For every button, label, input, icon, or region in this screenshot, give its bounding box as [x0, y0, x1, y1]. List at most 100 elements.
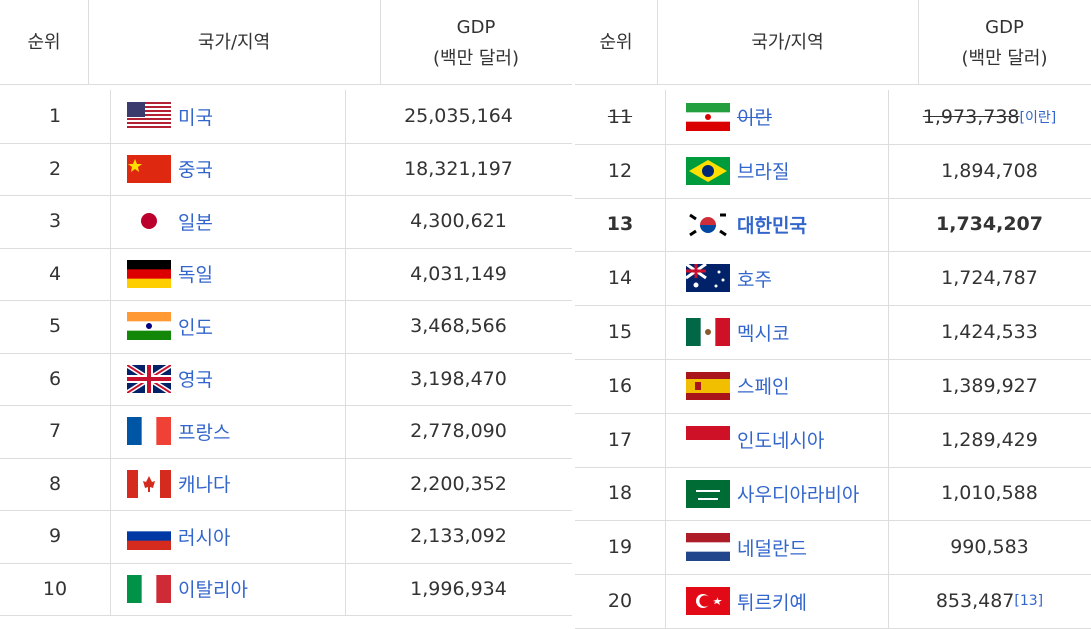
- rank: 1: [48, 105, 62, 128]
- gdp-cell: 18,321,197: [345, 143, 572, 196]
- country-cell: 영국: [178, 353, 345, 406]
- gdp-value: 2,778,090: [410, 420, 507, 443]
- rank: 19: [607, 536, 633, 559]
- country-link[interactable]: 독일: [178, 264, 213, 287]
- rank: 2: [48, 157, 62, 180]
- country-link[interactable]: 이탈리아: [178, 579, 248, 602]
- row-border: [0, 405, 572, 406]
- row-border: [0, 510, 572, 511]
- footnote-link[interactable]: [13]: [1014, 593, 1044, 610]
- country-link[interactable]: 튀르키예: [737, 591, 807, 614]
- flag: [686, 533, 730, 562]
- flag: [127, 207, 171, 236]
- footnote-link[interactable]: [이란]: [1019, 109, 1057, 126]
- gdp-cell: 1,010,588: [888, 467, 1091, 521]
- gdp-cell: 1,973,738 [이란]: [888, 90, 1091, 144]
- country-link[interactable]: 이란: [737, 107, 772, 130]
- country-link[interactable]: 러시아: [178, 526, 231, 549]
- country-cell: 브라질: [737, 144, 888, 198]
- country-cell: 인도: [178, 300, 345, 353]
- country-cell: 프랑스: [178, 405, 345, 458]
- gdp-cell: 1,389,927: [888, 359, 1091, 413]
- country-cell: 이란: [737, 90, 888, 144]
- flag-image: [686, 156, 730, 185]
- row-border: [575, 251, 1091, 253]
- row-border: [575, 143, 1091, 145]
- row-border: [0, 615, 572, 616]
- country-link[interactable]: 호주: [737, 268, 772, 291]
- rank: 18: [607, 482, 633, 505]
- flag-image: [686, 479, 730, 508]
- flag: [686, 479, 730, 508]
- row-border: [0, 142, 572, 144]
- row-border: [0, 352, 572, 354]
- row-border: [575, 412, 1091, 414]
- country-link[interactable]: 영국: [178, 369, 213, 392]
- row-border: [0, 457, 572, 459]
- row-border: [575, 574, 1091, 576]
- header-divider: [918, 0, 919, 85]
- gdp-cell: 1,424,533: [888, 305, 1091, 359]
- rank: 5: [48, 315, 62, 338]
- country-cell: 네덜란드: [737, 520, 888, 574]
- header-gdp-label: GDP: [985, 16, 1024, 38]
- flag: [127, 364, 171, 393]
- gdp-value: 4,300,621: [410, 210, 507, 233]
- gdp-value: 1,389,927: [941, 374, 1038, 397]
- header-divider: [380, 0, 381, 85]
- gdp-cell: 1,724,787: [888, 251, 1091, 305]
- rank: 8: [48, 472, 62, 495]
- gdp-value: 3,468,566: [410, 315, 507, 338]
- country-link[interactable]: 중국: [178, 159, 213, 182]
- country-link[interactable]: 스페인: [737, 376, 790, 399]
- gdp-cell: 2,133,092: [345, 510, 572, 563]
- country-cell: 러시아: [178, 510, 345, 563]
- country-link[interactable]: 네덜란드: [737, 537, 807, 560]
- flag-image: [686, 318, 730, 347]
- flag: [127, 312, 171, 341]
- flag-image: [127, 154, 171, 183]
- country-link[interactable]: 미국: [178, 106, 213, 129]
- row-border: [0, 300, 572, 301]
- header-gdp-label: GDP: [456, 16, 496, 38]
- country-link[interactable]: 일본: [178, 211, 213, 234]
- country-cell: 멕시코: [737, 305, 888, 359]
- flag-image: [127, 469, 171, 498]
- header-border: [0, 84, 572, 85]
- country-link[interactable]: 프랑스: [178, 421, 231, 444]
- country-cell: 대한민국: [737, 198, 888, 252]
- header-rank: 순위: [599, 32, 633, 53]
- gdp-cell: 1,996,934: [345, 563, 572, 616]
- gdp-table-right: 순위 국가/지역 GDP (백만 달러) 11 이란 1,973,738 [이란] 12 브라질 1…: [575, 0, 1091, 629]
- header-gdp-unit: (백만 달러): [432, 47, 519, 69]
- rank: 3: [48, 210, 62, 233]
- flag: [686, 264, 730, 293]
- rank: 4: [48, 262, 62, 285]
- flag-image: [127, 522, 171, 551]
- gdp-value: 18,321,197: [404, 157, 513, 180]
- country-link[interactable]: 캐나다: [178, 474, 231, 497]
- country-link[interactable]: 멕시코: [737, 322, 790, 345]
- header-rank: 순위: [27, 32, 61, 53]
- header-divider: [88, 0, 89, 85]
- country-link[interactable]: 사우디아라비아: [737, 483, 860, 506]
- flag-image: [686, 587, 730, 616]
- gdp-cell: 4,031,149: [345, 248, 572, 301]
- gdp-value: 2,133,092: [410, 525, 507, 548]
- gdp-cell: 1,289,429: [888, 413, 1091, 467]
- flag: [686, 318, 730, 347]
- gdp-cell: 25,035,164: [345, 90, 572, 143]
- country-link[interactable]: 브라질: [737, 161, 790, 184]
- country-link[interactable]: 인도네시아: [737, 430, 825, 453]
- gdp-value: 2,200,352: [410, 472, 507, 495]
- gdp-cell: 853,487 [13]: [888, 574, 1091, 628]
- row-border: [0, 247, 572, 249]
- country-link[interactable]: 인도: [178, 316, 213, 339]
- country-link[interactable]: 대한민국: [737, 214, 807, 237]
- flag: [127, 259, 171, 288]
- header-divider: [657, 0, 658, 85]
- gdp-value: 3,198,470: [410, 367, 507, 390]
- rank: 15: [607, 321, 633, 344]
- rank: 7: [48, 420, 62, 443]
